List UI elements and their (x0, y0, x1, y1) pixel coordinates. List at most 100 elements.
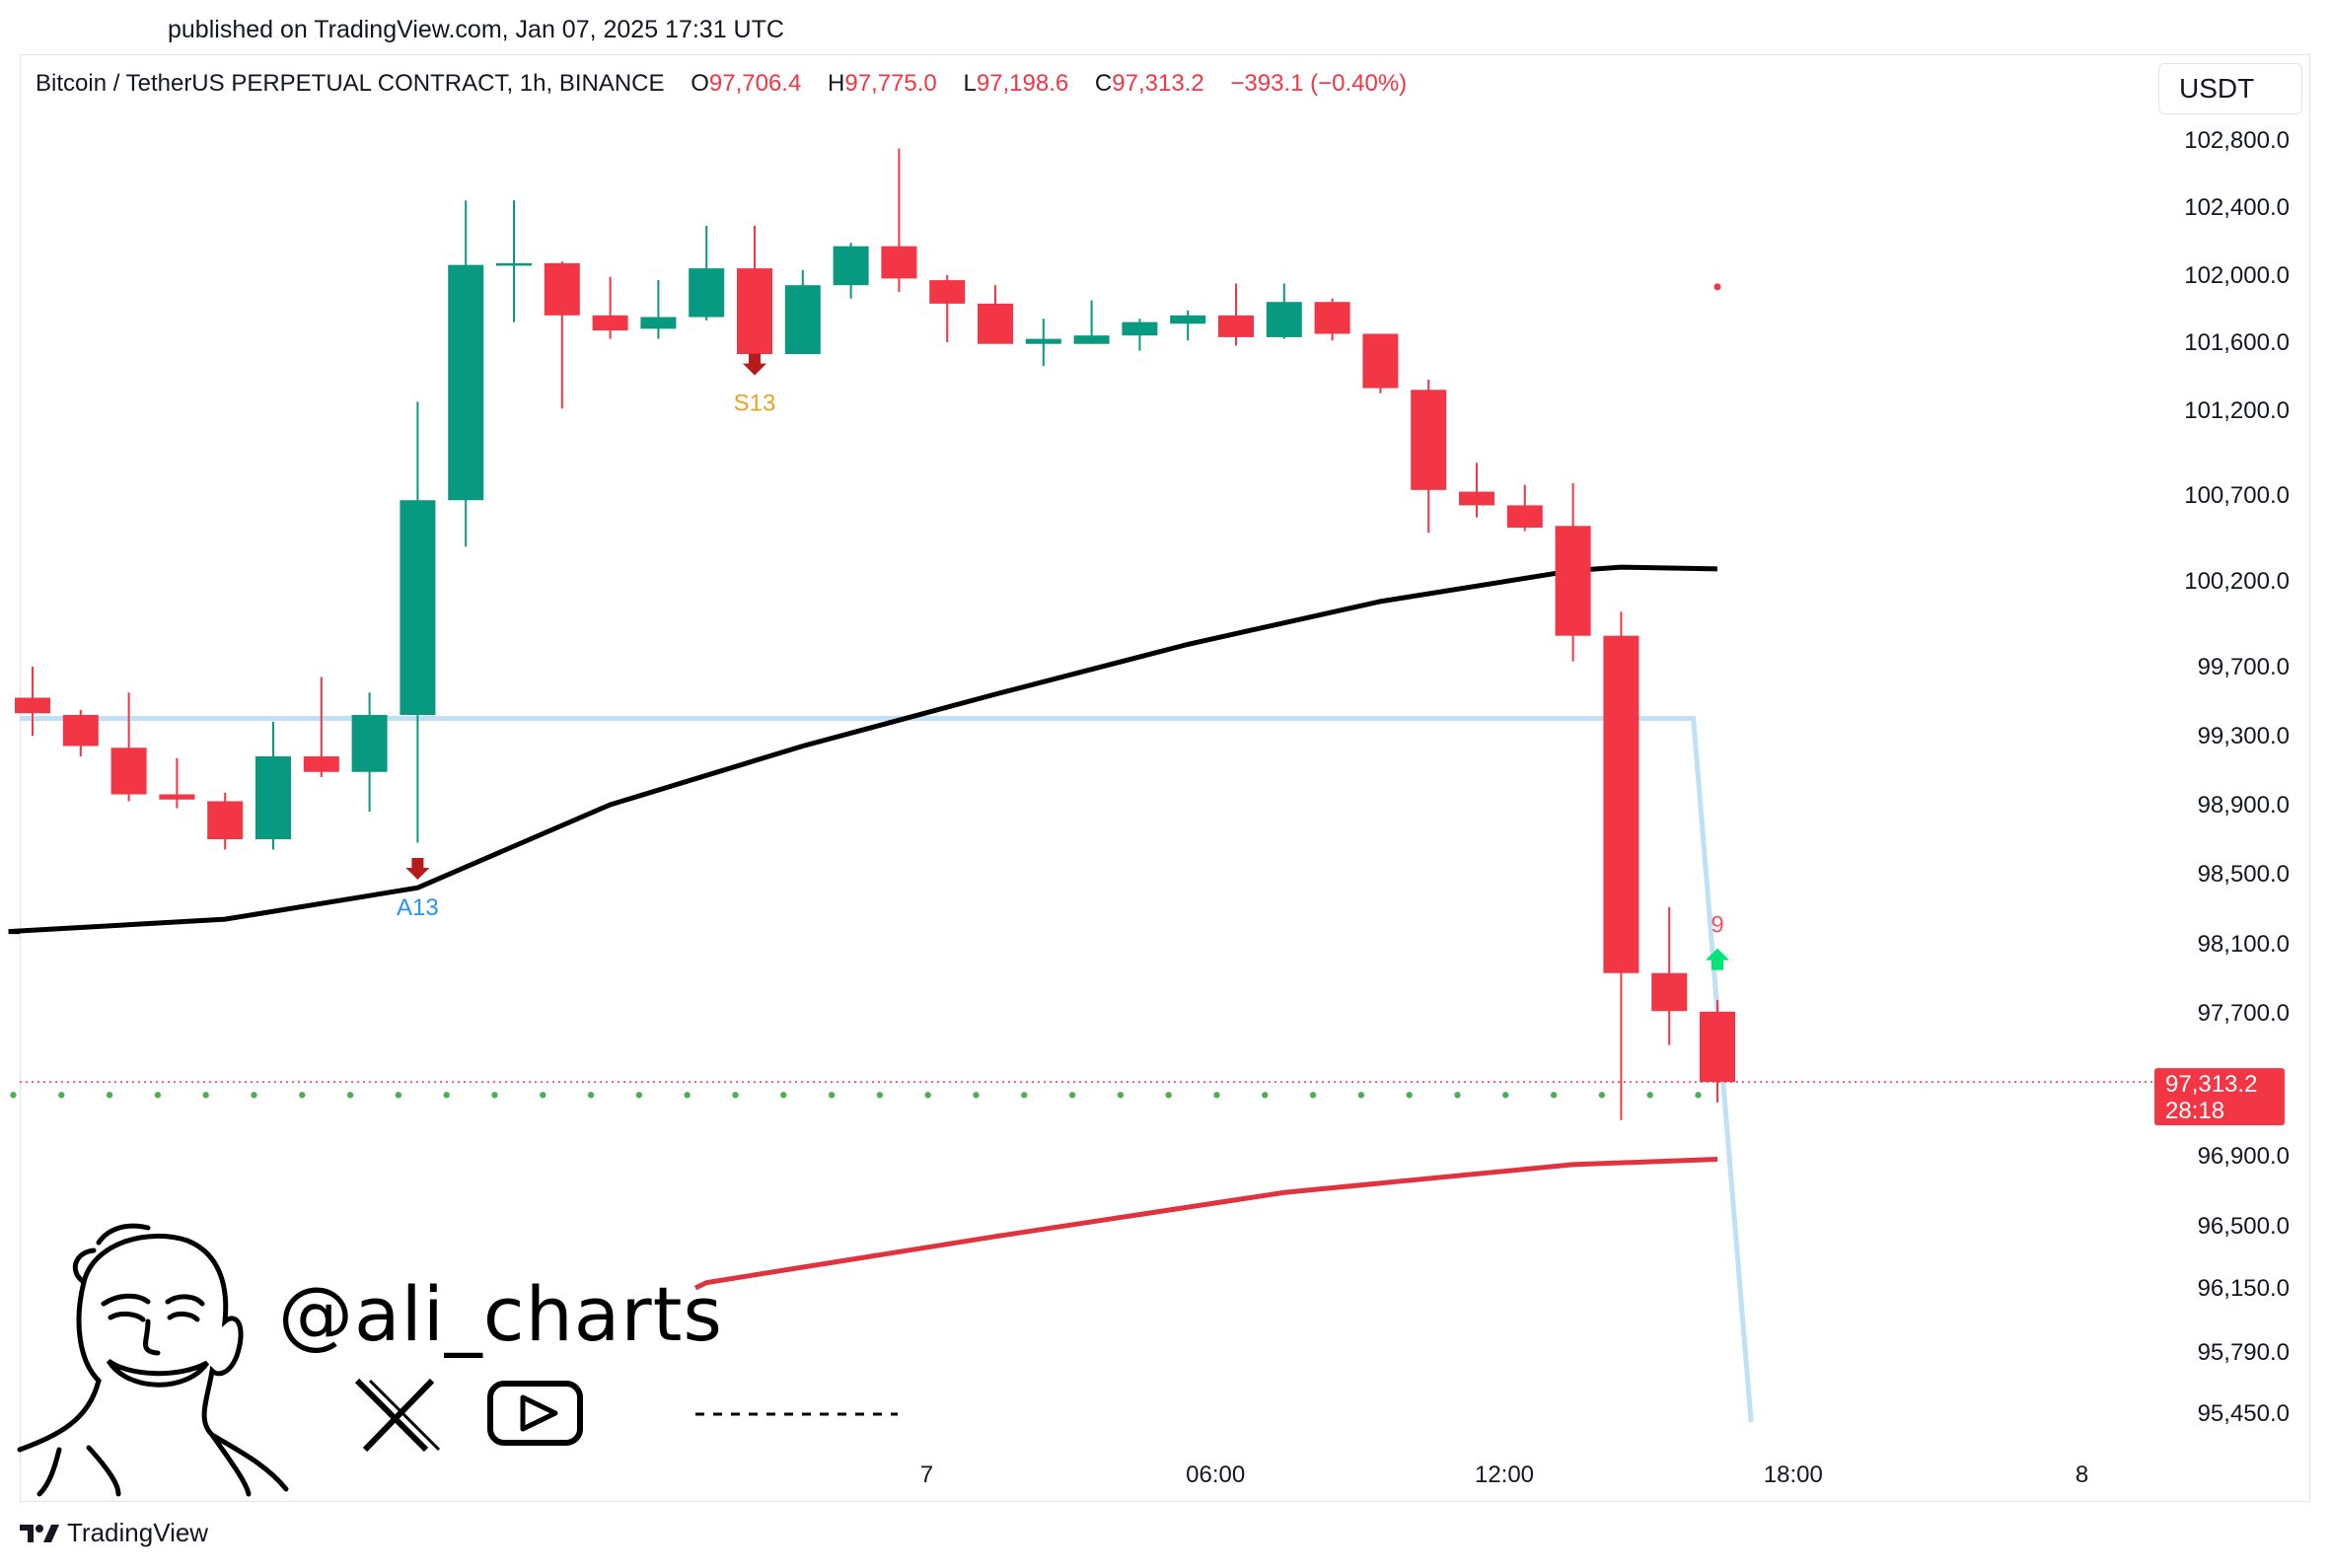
candle-body (1314, 302, 1350, 334)
y-tick-label: 96,900.0 (2198, 1143, 2290, 1170)
level-dot (587, 1092, 595, 1099)
candle[interactable] (110, 692, 147, 802)
y-tick-label: 98,500.0 (2198, 861, 2290, 888)
candle[interactable] (544, 261, 580, 409)
level-dot (540, 1092, 546, 1099)
candle-body (1603, 635, 1639, 973)
candle-body (110, 748, 147, 795)
y-tick-label: 100,200.0 (2184, 568, 2290, 595)
red-dot-marker (1713, 283, 1721, 291)
candle[interactable] (1218, 283, 1254, 346)
y-tick-label: 101,600.0 (2184, 329, 2290, 356)
candle-body (255, 756, 291, 839)
candle[interactable] (1506, 484, 1543, 532)
signal-marker[interactable]: 9 (1706, 912, 1729, 970)
level-dot (154, 1092, 162, 1099)
candle[interactable] (978, 285, 1013, 344)
level-dot (780, 1092, 787, 1099)
candle[interactable] (62, 709, 99, 756)
low-value: 97,198.6 (976, 70, 1069, 97)
moving-average-red (693, 1157, 1718, 1291)
candle[interactable] (1459, 463, 1494, 518)
level-dot (1021, 1092, 1028, 1099)
candle[interactable] (400, 401, 436, 843)
candle-body (1170, 315, 1206, 324)
candle[interactable] (929, 275, 966, 342)
moving-average-black (8, 564, 1718, 935)
candle[interactable] (255, 722, 291, 850)
symbol-title[interactable]: Bitcoin / TetherUS PERPETUAL CONTRACT, 1… (36, 70, 665, 97)
y-tick-label: 95,450.0 (2198, 1400, 2290, 1427)
signal-label: 9 (1711, 912, 1723, 939)
down-arrow-icon (743, 353, 766, 376)
level-dot (1454, 1092, 1461, 1099)
candle[interactable] (351, 692, 388, 812)
candle[interactable] (496, 200, 532, 322)
candle-body (1459, 491, 1494, 506)
candle-body (1700, 1011, 1735, 1083)
candle-body (496, 262, 532, 266)
signal-marker[interactable]: A13 (397, 858, 439, 921)
candle[interactable] (1555, 482, 1591, 662)
y-tick-label: 98,100.0 (2198, 931, 2290, 958)
candle[interactable] (784, 269, 821, 355)
support-level-line (20, 716, 1754, 1423)
candle[interactable] (640, 280, 677, 339)
candle[interactable] (737, 225, 772, 355)
tradingview-brand-name: TradingView (67, 1518, 209, 1547)
candle-body (1122, 321, 1158, 336)
level-dot (1213, 1092, 1220, 1099)
candle[interactable] (1700, 999, 1735, 1103)
candle[interactable] (1603, 611, 1639, 1120)
open-label: O (691, 70, 709, 97)
close-label: C (1094, 70, 1113, 97)
candle[interactable] (833, 243, 869, 299)
candle[interactable] (1362, 333, 1399, 393)
y-tick-label: 102,400.0 (2184, 194, 2290, 221)
currency-label: USDT (2179, 73, 2255, 104)
high-value: 97,775.0 (844, 70, 937, 97)
candle-body (159, 794, 195, 800)
candle-body (1073, 335, 1110, 344)
up-arrow-icon (1706, 948, 1729, 970)
level-dot (202, 1092, 209, 1099)
level-dot (1117, 1092, 1125, 1099)
level-dot (491, 1092, 498, 1099)
y-tick-label: 102,800.0 (2184, 127, 2290, 154)
open-value: 97,706.4 (708, 70, 802, 97)
candle[interactable] (1170, 310, 1206, 341)
level-dot (1068, 1092, 1076, 1099)
y-tick-label: 100,700.0 (2184, 482, 2290, 509)
level-dot (732, 1092, 739, 1099)
candle[interactable] (303, 677, 339, 778)
candle[interactable] (1266, 283, 1302, 339)
candle[interactable] (1025, 319, 1061, 367)
candle[interactable] (159, 757, 195, 809)
candle[interactable] (1122, 319, 1158, 351)
candle-body (544, 262, 580, 316)
current-price-tag: 97,313.228:18 (2154, 1068, 2285, 1126)
x-tick-label: 06:00 (1186, 1461, 1245, 1488)
candle[interactable] (1411, 379, 1447, 534)
candle[interactable] (1073, 300, 1110, 344)
candle[interactable] (1314, 298, 1350, 341)
high-label: H (828, 70, 845, 97)
candle[interactable] (448, 200, 484, 547)
x-logo-icon (354, 1378, 441, 1453)
chart-frame (20, 54, 2310, 1502)
level-dot (1550, 1092, 1558, 1099)
y-tick-label: 102,000.0 (2184, 262, 2290, 289)
candle[interactable] (592, 276, 628, 339)
candle[interactable] (15, 667, 50, 736)
candle-body (881, 246, 917, 279)
candle[interactable] (1651, 906, 1688, 1045)
ohlc-legend: Bitcoin / TetherUS PERPETUAL CONTRACT, 1… (36, 70, 1407, 98)
candle[interactable] (881, 148, 917, 293)
currency-selector[interactable]: USDT (2158, 63, 2302, 114)
signal-marker[interactable]: S13 (734, 353, 776, 417)
tradingview-brand[interactable]: TradingView (20, 1518, 208, 1548)
candle-body (1411, 390, 1447, 490)
candle[interactable] (689, 225, 725, 321)
candle[interactable] (207, 792, 244, 850)
